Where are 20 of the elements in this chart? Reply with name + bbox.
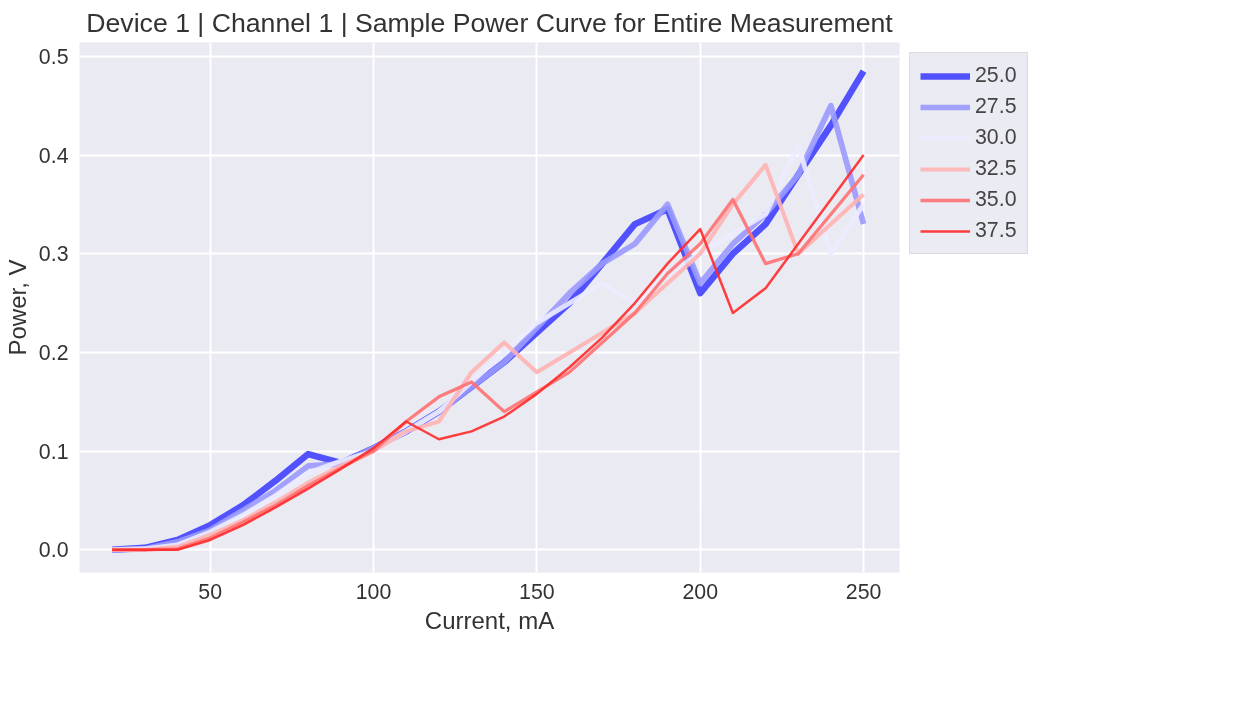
- x-tick-label: 100: [355, 579, 392, 604]
- legend-label: 35.0: [975, 187, 1017, 212]
- legend-label: 32.5: [975, 156, 1017, 181]
- y-tick-label: 0.0: [38, 538, 69, 563]
- x-tick-label: 150: [519, 579, 555, 604]
- x-tick-label: 200: [682, 579, 719, 604]
- legend-label: 25.0: [975, 63, 1017, 88]
- x-tick-label: 250: [845, 579, 882, 604]
- legend-label: 37.5: [975, 218, 1017, 243]
- legend-label: 27.5: [975, 94, 1017, 119]
- x-tick-label: 50: [198, 579, 223, 604]
- y-tick-label: 0.5: [38, 44, 69, 69]
- y-tick-label: 0.2: [38, 340, 69, 365]
- x-axis-title: Current, mA: [424, 606, 555, 634]
- y-axis-title: Power, V: [3, 259, 31, 356]
- y-tick-label: 0.3: [38, 242, 69, 267]
- legend-label: 30.0: [975, 125, 1017, 150]
- chart-title: Device 1 | Channel 1 | Sample Power Curve for Entire Measurement: [86, 7, 894, 38]
- y-tick-label: 0.1: [38, 439, 69, 464]
- y-tick-label: 0.4: [38, 143, 69, 168]
